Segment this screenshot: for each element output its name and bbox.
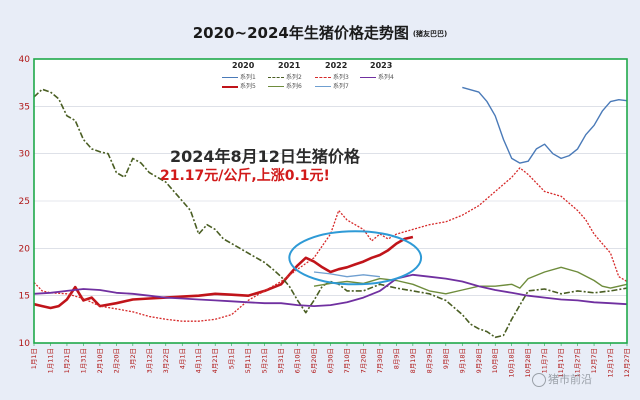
x-tick-label: 3月2日 xyxy=(129,348,137,369)
x-tick-label: 5月31日 xyxy=(277,348,285,373)
x-tick-label: 11月27日 xyxy=(574,348,582,378)
legend-entry-系列7: 系列7 xyxy=(315,81,349,90)
x-tick-label: 7月10日 xyxy=(343,348,351,373)
x-tick-label: 11月17日 xyxy=(557,348,565,378)
legend-swatch xyxy=(222,85,238,88)
x-tick-label: 7月30日 xyxy=(376,348,384,373)
legend-label: 系列1 xyxy=(240,74,256,81)
x-tick-label: 7月20日 xyxy=(359,348,367,373)
legend-year-2020: 2020 xyxy=(232,61,255,70)
x-tick-label: 2月10日 xyxy=(96,348,104,373)
annotation-value: 21.17元/公斤,上涨0.1元! xyxy=(160,168,330,184)
legend-year-2023: 2023 xyxy=(370,61,393,70)
x-tick-label: 6月30日 xyxy=(327,348,335,373)
y-tick-label: 35 xyxy=(19,102,30,112)
x-tick-label: 2月20日 xyxy=(112,348,120,373)
watermark-text: 猪市前沿 xyxy=(548,373,592,386)
y-tick-label: 30 xyxy=(19,150,31,160)
x-tick-label: 3月12日 xyxy=(145,348,153,373)
y-tick-label: 20 xyxy=(19,244,31,254)
series-line-系列2 xyxy=(33,88,628,339)
legend-year-2021: 2021 xyxy=(278,61,301,70)
chart-title: 2020~2024年生猪价格走势图 (猪友巴巴) xyxy=(0,22,640,43)
x-tick-label: 9月18日 xyxy=(458,348,466,373)
x-tick-label: 10月8日 xyxy=(491,348,499,373)
x-tick-label: 12月17日 xyxy=(607,348,615,378)
legend-swatch xyxy=(315,77,331,78)
series-line-系列4 xyxy=(33,273,628,307)
x-tick-label: 1月11日 xyxy=(46,348,54,373)
legend-swatch xyxy=(360,77,376,78)
y-tick-label: 10 xyxy=(19,339,31,349)
x-tick-label: 11月7日 xyxy=(541,348,549,373)
legend-entry-系列5: 系列5 xyxy=(222,81,256,90)
series-line-系列3 xyxy=(33,167,628,322)
x-tick-label: 1月1日 xyxy=(30,348,38,369)
annotation-title: 2024年8月12日生猪价格 xyxy=(170,147,360,166)
x-tick-label: 10月18日 xyxy=(508,348,516,378)
legend-entry-系列6: 系列6 xyxy=(268,81,302,90)
chart-subtitle: (猪友巴巴) xyxy=(412,29,448,38)
x-tick-label: 1月31日 xyxy=(79,348,87,373)
x-tick-label: 4月11日 xyxy=(195,348,203,373)
x-tick-label: 1月21日 xyxy=(63,348,71,373)
x-tick-label: 8月19日 xyxy=(409,348,417,373)
legend-entry-系列2: 系列2 xyxy=(268,72,302,81)
watermark: 猪市前沿 xyxy=(532,371,592,387)
x-tick-label: 10月28日 xyxy=(524,348,532,378)
legend-entry-系列4: 系列4 xyxy=(360,72,394,81)
y-tick-label: 25 xyxy=(19,197,30,207)
legend-entry-系列1: 系列1 xyxy=(222,72,256,81)
x-tick-label: 8月9日 xyxy=(392,348,400,369)
y-tick-label: 15 xyxy=(19,292,30,302)
legend-label: 系列7 xyxy=(333,83,349,90)
legend-label: 系列4 xyxy=(378,74,394,81)
legend-swatch xyxy=(268,77,284,78)
legend-entry-系列3: 系列3 xyxy=(315,72,349,81)
legend-swatch xyxy=(315,86,331,87)
series-line-系列1 xyxy=(462,86,628,164)
chart-title-text: 2020~2024年生猪价格走势图 xyxy=(192,24,409,42)
highlight-ellipse xyxy=(288,230,423,286)
legend-label: 系列6 xyxy=(286,83,302,90)
x-tick-label: 6月10日 xyxy=(294,348,302,373)
legend-label: 系列2 xyxy=(286,74,302,81)
x-tick-label: 9月8日 xyxy=(442,348,450,369)
x-tick-label: 12月7日 xyxy=(590,348,598,373)
series-line-系列7 xyxy=(313,271,380,278)
x-tick-label: 8月29日 xyxy=(425,348,433,373)
series-line-系列6 xyxy=(313,266,628,295)
y-tick-label: 40 xyxy=(19,55,31,65)
x-tick-label: 6月20日 xyxy=(310,348,318,373)
x-tick-label: 12月27日 xyxy=(623,348,631,378)
legend-swatch xyxy=(268,86,284,87)
legend-year-2022: 2022 xyxy=(325,61,348,70)
x-tick-label: 9月28日 xyxy=(475,348,483,373)
legend-swatch xyxy=(222,77,238,78)
x-tick-label: 5月1日 xyxy=(228,348,236,369)
weibo-icon xyxy=(532,373,546,387)
x-tick-label: 5月21日 xyxy=(261,348,269,373)
x-tick-label: 4月21日 xyxy=(211,348,219,373)
plot-border xyxy=(33,58,628,344)
x-tick-label: 5月11日 xyxy=(244,348,252,373)
x-tick-label: 3月22日 xyxy=(162,348,170,373)
legend-label: 系列3 xyxy=(333,74,349,81)
legend-label: 系列5 xyxy=(240,83,256,90)
x-tick-label: 4月1日 xyxy=(178,348,186,369)
